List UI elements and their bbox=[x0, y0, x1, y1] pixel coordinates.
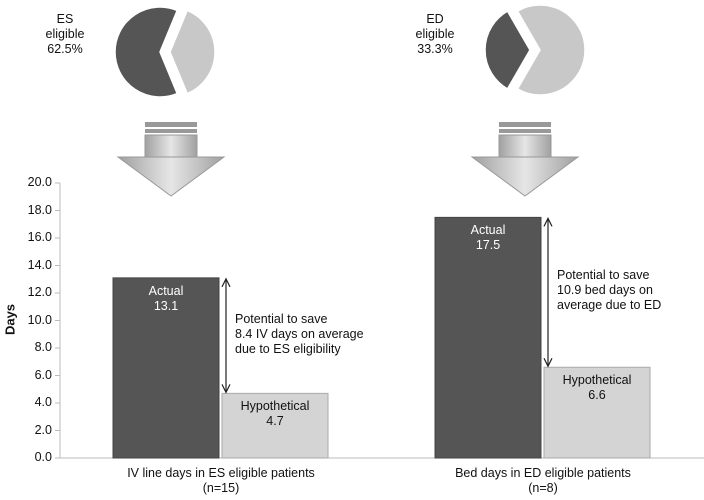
y-tick-label: 4.0 bbox=[34, 395, 52, 409]
flow-arrow bbox=[116, 122, 226, 197]
y-tick-label: 10.0 bbox=[27, 312, 52, 327]
difference-arrow-head bbox=[221, 277, 231, 288]
bar bbox=[112, 277, 220, 459]
bar-value-label: 17.5 bbox=[475, 238, 501, 253]
y-tick-label: 0.0 bbox=[34, 450, 52, 464]
y-tick-label: 20.0 bbox=[27, 175, 52, 189]
pie-slice bbox=[114, 6, 179, 98]
difference-arrow-head bbox=[543, 357, 553, 368]
y-tick-label: 18.0 bbox=[27, 202, 52, 217]
bar-series-label: Hypothetical bbox=[240, 399, 310, 414]
bar-series-label: Hypothetical bbox=[562, 373, 632, 388]
y-axis-title: Days bbox=[2, 303, 18, 336]
pie-value-label: 33.3% bbox=[417, 42, 453, 56]
annotation: Potential to save 10.9 bed days on avera… bbox=[557, 268, 662, 313]
y-tick-label: 6.0 bbox=[34, 367, 52, 382]
bar bbox=[543, 366, 651, 459]
pie-label: ES eligible bbox=[45, 12, 85, 41]
difference-arrow-head bbox=[543, 217, 553, 227]
pie-label: ED eligible bbox=[415, 12, 455, 41]
x-tick-label: Bed days in ED eligible patients (n=8) bbox=[455, 466, 631, 495]
annotation: Potential to save 8.4 IV days on average… bbox=[235, 311, 364, 356]
y-tick-label: 14.0 bbox=[27, 257, 52, 272]
bar-value-label: 6.6 bbox=[588, 388, 606, 403]
pie-slice bbox=[516, 4, 586, 96]
bar bbox=[221, 392, 329, 459]
bar-series-label: Actual bbox=[148, 283, 184, 298]
pie-value-label: 62.5% bbox=[47, 42, 83, 56]
y-tick-label: 8.0 bbox=[34, 340, 52, 354]
difference-arrow-head bbox=[221, 384, 231, 394]
bar-value-label: 4.7 bbox=[266, 414, 284, 429]
bar-series-label: Actual bbox=[470, 223, 506, 238]
pie-slice bbox=[169, 9, 216, 95]
bar bbox=[434, 216, 542, 459]
pie-slice bbox=[484, 10, 531, 90]
y-tick-label: 12.0 bbox=[27, 285, 52, 299]
y-tick-label: 2.0 bbox=[34, 422, 52, 437]
flow-arrow bbox=[470, 122, 580, 197]
y-tick-label: 16.0 bbox=[27, 230, 52, 244]
x-tick-label: IV line days in ES eligible patients (n=… bbox=[127, 466, 315, 495]
bar-value-label: 13.1 bbox=[153, 298, 179, 313]
